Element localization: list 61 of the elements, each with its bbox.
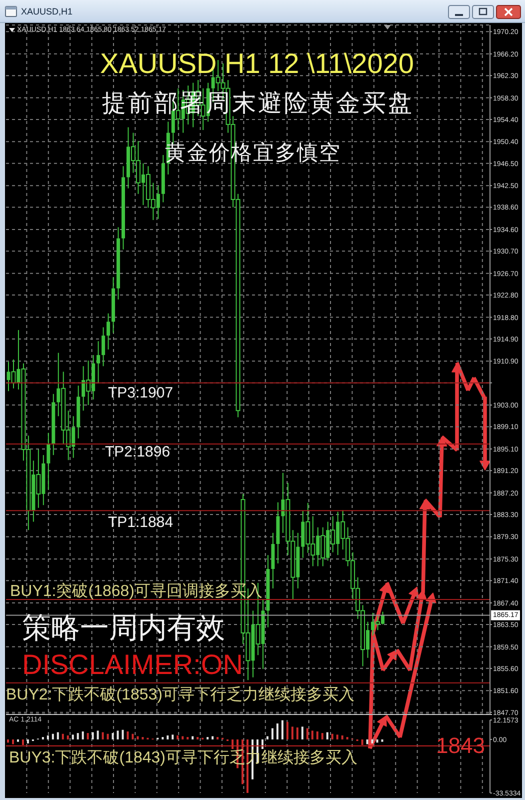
bar (106, 734, 109, 740)
bar (116, 730, 119, 740)
candlestick (102, 326, 106, 367)
bar (56, 732, 59, 740)
bar (72, 734, 74, 740)
bar (126, 731, 129, 740)
ref-line-label: TP2:1896 (105, 443, 170, 460)
bar (166, 735, 169, 740)
bar (136, 736, 139, 740)
annotation: 策略一周内有效 (22, 610, 225, 644)
bar (291, 726, 294, 740)
bar (316, 731, 318, 740)
bar (46, 735, 49, 740)
bar (301, 726, 304, 740)
bar (16, 739, 19, 742)
bar (326, 732, 328, 740)
bar (271, 728, 274, 740)
bar (112, 733, 114, 740)
bar (102, 732, 104, 740)
text: XAUUSD,H1 (21, 6, 73, 16)
bar (266, 736, 268, 740)
bar (376, 739, 378, 743)
bar (132, 734, 134, 740)
candlestick (106, 312, 110, 350)
bar (86, 733, 89, 740)
ref-line-label: BUY2:下跌不破(1853)可寻下行乏力继续接多买入 (6, 685, 354, 704)
bar (341, 735, 344, 740)
bar (82, 731, 84, 740)
ref-line-label: TP3:1907 (108, 384, 174, 402)
bar (62, 734, 64, 740)
bar (366, 739, 368, 744)
bar (52, 734, 54, 740)
bar (122, 730, 124, 740)
bar (276, 723, 278, 740)
bar (286, 722, 288, 740)
bar (371, 739, 374, 744)
bar (336, 734, 338, 740)
bar (76, 733, 79, 740)
candlestick (96, 340, 100, 384)
text: XAUUSD H1 12 \11\2020 (100, 48, 414, 79)
bar (96, 730, 99, 740)
bar (192, 736, 194, 740)
bar (182, 736, 184, 740)
bar (311, 730, 314, 740)
bar (281, 720, 284, 740)
bar (296, 727, 298, 740)
bar (66, 735, 69, 740)
bar (331, 734, 334, 740)
bar (306, 728, 308, 740)
annotation: DISCLAIMER:ON (22, 649, 243, 680)
bar (172, 734, 174, 740)
bar (212, 736, 214, 740)
candlestick (11, 359, 16, 389)
bar (321, 733, 324, 740)
candlestick (46, 432, 50, 490)
bar (26, 739, 29, 744)
bar (176, 735, 179, 740)
bar (381, 739, 384, 742)
ref-line-label: TP1:1884 (108, 514, 174, 532)
bar (92, 732, 94, 740)
bar (7, 739, 9, 743)
